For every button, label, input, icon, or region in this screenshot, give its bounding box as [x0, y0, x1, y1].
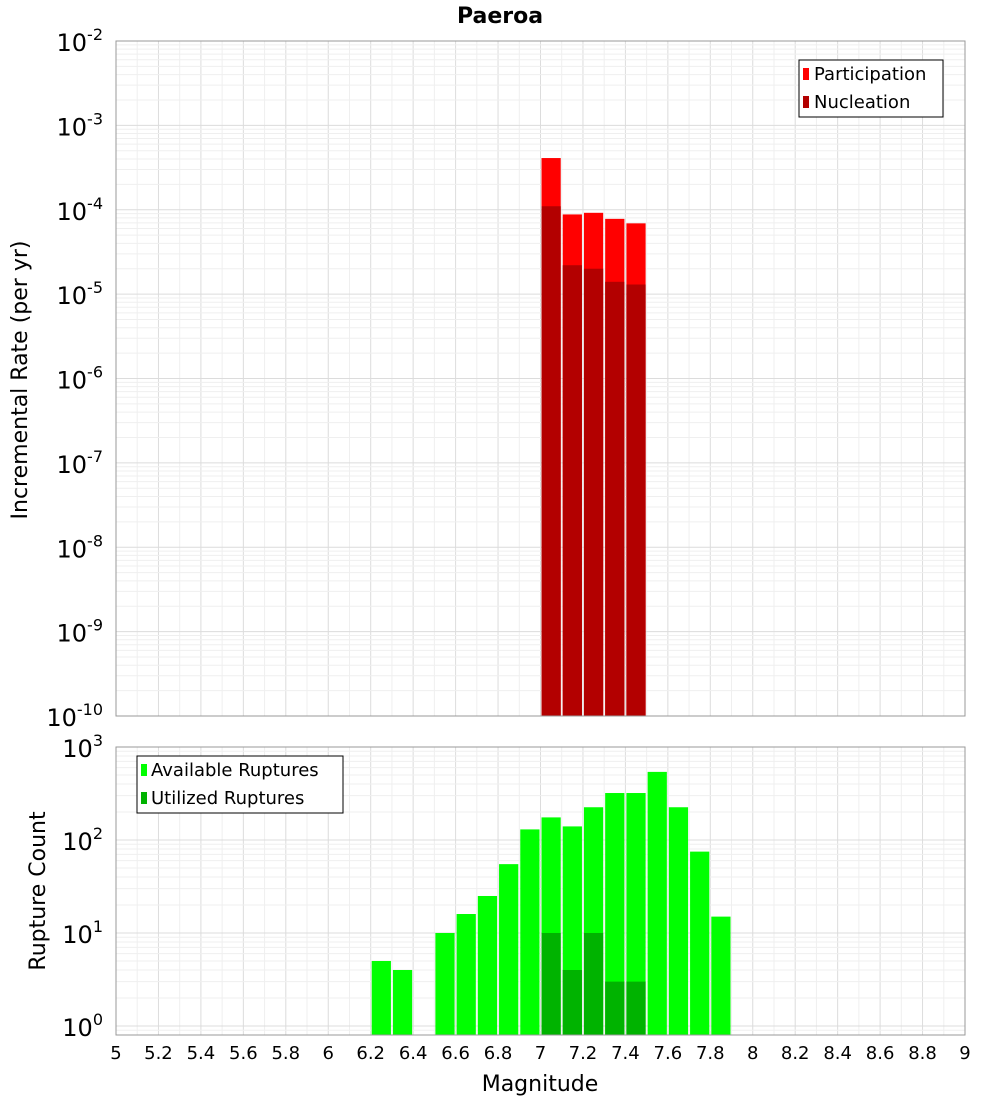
top-bars — [541, 158, 646, 717]
top-y-tick-label: 10-2 — [57, 25, 104, 57]
rupture-count-panel: 103 102 101 100 Rupture Count Available Rup… — [26, 731, 971, 1097]
top-legend-box — [798, 59, 944, 118]
x-tick-label: 6.8 — [484, 1043, 513, 1064]
bottom-y-tick-label: 103 — [62, 731, 103, 763]
available-ruptures-bar — [647, 771, 667, 1035]
utilized-legend-label: Utilized Ruptures — [151, 788, 304, 809]
top-y-tick-label: 10-10 — [46, 700, 103, 732]
x-tick-label: 6.2 — [356, 1043, 385, 1064]
available-ruptures-bar — [499, 864, 519, 1035]
top-grid — [115, 40, 966, 717]
bottom-y-tick-label: 102 — [62, 824, 103, 856]
bottom-plot-frame — [115, 746, 966, 1036]
available-ruptures-bar — [520, 829, 540, 1035]
x-tick-label: 5.2 — [144, 1043, 173, 1064]
x-tick-label: 6 — [323, 1043, 334, 1064]
bottom-bars — [371, 771, 731, 1035]
bottom-y-tick-label: 101 — [62, 917, 103, 949]
participation-legend-swatch — [803, 68, 809, 80]
x-tick-label: 8.6 — [866, 1043, 895, 1064]
top-legend: Participation Nucleation — [798, 59, 944, 118]
nucleation-bar — [605, 281, 625, 716]
x-tick-label: 8.8 — [908, 1043, 937, 1064]
bottom-legend-box — [136, 755, 344, 814]
x-tick-label: 5.6 — [229, 1043, 258, 1064]
x-tick-label: 8 — [747, 1043, 758, 1064]
available-ruptures-bar — [668, 807, 689, 1035]
available-ruptures-bar — [690, 851, 710, 1035]
available-ruptures-bar — [605, 793, 625, 1035]
top-y-tick-label: 10-4 — [57, 194, 104, 226]
available-ruptures-bar — [711, 916, 731, 1035]
x-tick-label: 7 — [535, 1043, 546, 1064]
nucleation-bar — [626, 284, 646, 716]
available-ruptures-bar — [477, 895, 498, 1035]
chart-title: Paeroa — [457, 4, 543, 29]
top-y-tick-label: 10-6 — [57, 363, 104, 395]
x-tick-labels: 5 5.2 5.4 5.6 5.8 6 6.2 6.4 6.6 6.8 7 7.2 7.4 7.6 7.8 8… — [110, 1043, 970, 1064]
x-tick-label: 5 — [110, 1043, 121, 1064]
incremental-rate-panel: 10-2 10-3 10-4 10-5 10-6 10-7 10-8 10-9 10-10 In… — [8, 25, 966, 732]
top-y-tick-label: 10-3 — [57, 109, 104, 141]
x-tick-label: 7.4 — [611, 1043, 640, 1064]
bottom-y-axis-label: Rupture Count — [26, 811, 51, 971]
nucleation-legend-swatch — [803, 96, 809, 108]
bottom-y-tick-label: 100 — [62, 1010, 103, 1042]
x-tick-label: 7.8 — [696, 1043, 725, 1064]
top-y-tick-label: 10-8 — [57, 531, 104, 563]
nucleation-bar — [583, 268, 604, 716]
available-ruptures-bar — [371, 960, 391, 1035]
x-tick-label: 5.8 — [271, 1043, 300, 1064]
x-axis-label: Magnitude — [482, 1072, 599, 1097]
x-tick-label: 6.6 — [441, 1043, 470, 1064]
available-ruptures-bar — [435, 932, 455, 1035]
x-tick-label: 8.4 — [823, 1043, 852, 1064]
top-y-tick-label: 10-9 — [57, 616, 104, 648]
nucleation-legend-label: Nucleation — [814, 92, 910, 113]
bottom-legend: Available Ruptures Utilized Ruptures — [136, 755, 344, 814]
participation-legend-label: Participation — [814, 64, 926, 85]
x-tick-label: 9 — [959, 1043, 970, 1064]
utilized-ruptures-bar — [562, 969, 582, 1035]
nucleation-bar — [562, 265, 582, 716]
available-legend-swatch — [141, 764, 147, 776]
top-y-tick-label: 10-7 — [57, 447, 104, 479]
top-plot-frame — [115, 40, 966, 717]
utilized-ruptures-bar — [626, 981, 646, 1035]
available-legend-label: Available Ruptures — [151, 760, 319, 781]
top-y-axis-label: Incremental Rate (per yr) — [8, 241, 33, 520]
top-y-tick-label: 10-5 — [57, 278, 104, 310]
utilized-ruptures-bar — [541, 932, 561, 1035]
available-ruptures-bar — [626, 793, 646, 1035]
bottom-y-tick-labels: 103 102 101 100 — [62, 731, 103, 1042]
utilized-ruptures-bar — [605, 981, 625, 1035]
x-tick-label: 6.4 — [399, 1043, 428, 1064]
utilized-ruptures-bar — [583, 932, 604, 1035]
x-tick-label: 7.6 — [654, 1043, 683, 1064]
top-y-tick-labels: 10-2 10-3 10-4 10-5 10-6 10-7 10-8 10-9 10-10 — [46, 25, 103, 732]
available-ruptures-bar — [392, 969, 413, 1035]
x-tick-label: 7.2 — [569, 1043, 598, 1064]
utilized-legend-swatch — [141, 792, 147, 804]
x-tick-label: 5.4 — [187, 1043, 216, 1064]
x-tick-label: 8.2 — [781, 1043, 810, 1064]
nucleation-bar — [541, 206, 561, 716]
available-ruptures-bar — [456, 914, 476, 1035]
